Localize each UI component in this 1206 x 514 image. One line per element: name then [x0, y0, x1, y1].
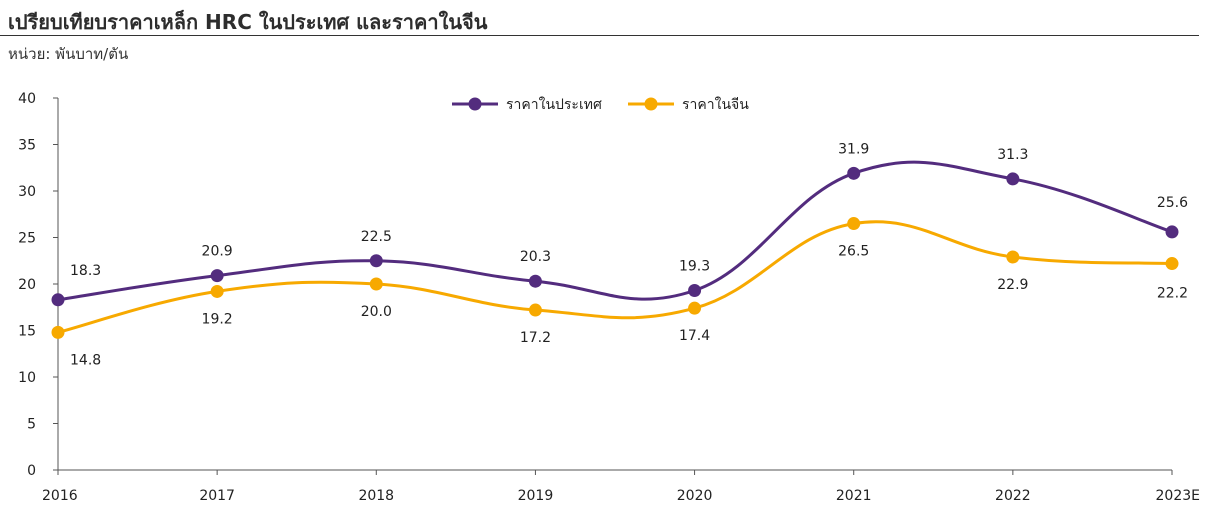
- y-tick-label: 0: [27, 463, 36, 479]
- point-domestic: [210, 269, 224, 283]
- series-line-china: [57, 220, 1173, 334]
- x-tick-label: 2019: [518, 488, 554, 504]
- y-tick-label: 20: [18, 277, 36, 293]
- unit-label: หน่วย: พันบาท/ตัน: [8, 45, 129, 63]
- legend-marker-china: [644, 97, 658, 111]
- point-domestic: [51, 293, 65, 307]
- series-points: [51, 166, 1179, 339]
- x-tick-label: 2016: [42, 488, 78, 504]
- data-label-china: 26.5: [838, 244, 869, 260]
- data-label-china: 22.9: [997, 277, 1028, 293]
- data-label-domestic: 22.5: [361, 229, 392, 245]
- legend-label-china: ราคาในจีน: [682, 96, 749, 113]
- point-china: [369, 277, 383, 291]
- point-china: [210, 284, 224, 298]
- data-label-domestic: 31.9: [838, 141, 869, 157]
- y-axis-ticks: 0 5 10 15 20 25 30 35 40: [18, 91, 58, 479]
- data-label-domestic: 20.3: [520, 249, 551, 265]
- data-label-china: 17.2: [520, 330, 551, 346]
- point-domestic: [528, 274, 542, 288]
- x-tick-label: 2023E: [1156, 488, 1200, 504]
- legend: ราคาในประเทศ ราคาในจีน: [452, 96, 749, 113]
- point-domestic: [847, 166, 861, 180]
- x-tick-label: 2018: [358, 488, 394, 504]
- y-tick-label: 35: [18, 138, 36, 154]
- data-labels: 18.3 20.9 22.5 20.3 19.3 31.9 31.3 25.6 14.8 19.2…: [70, 141, 1188, 368]
- legend-marker-domestic: [468, 97, 482, 111]
- point-domestic: [1006, 172, 1020, 186]
- x-tick-label: 2017: [199, 488, 235, 504]
- x-tick-label: 2020: [677, 488, 713, 504]
- point-domestic: [369, 254, 383, 268]
- x-tick-label: 2022: [995, 488, 1031, 504]
- y-tick-label: 40: [18, 91, 36, 107]
- x-tick-label: 2021: [836, 488, 872, 504]
- title-divider: [0, 35, 1199, 36]
- y-tick-label: 15: [18, 324, 36, 340]
- data-label-domestic: 20.9: [202, 244, 233, 260]
- x-axis-ticks: 2016 2017 2018 2019 2020 2021 2022 2023E: [42, 470, 1200, 504]
- data-label-china: 22.2: [1157, 286, 1188, 302]
- data-label-domestic: 25.6: [1157, 195, 1188, 211]
- chart-title: เปรียบเทียบราคาเหล็ก HRC ในประเทศ และราค…: [8, 10, 488, 34]
- y-tick-label: 10: [18, 370, 36, 386]
- legend-label-domestic: ราคาในประเทศ: [506, 96, 602, 113]
- data-label-china: 19.2: [202, 311, 233, 327]
- point-china: [51, 325, 65, 339]
- data-label-domestic: 31.3: [997, 147, 1028, 163]
- y-tick-label: 30: [18, 184, 36, 200]
- data-label-china: 17.4: [679, 328, 710, 344]
- data-label-china: 14.8: [70, 352, 101, 368]
- data-label-domestic: 19.3: [679, 259, 710, 275]
- y-tick-label: 5: [27, 417, 36, 433]
- point-china: [528, 303, 542, 317]
- y-tick-label: 25: [18, 231, 36, 247]
- series-lines: [57, 160, 1173, 334]
- point-china: [1006, 250, 1020, 264]
- point-domestic: [688, 284, 702, 298]
- point-domestic: [1165, 225, 1179, 239]
- point-china: [1165, 257, 1179, 271]
- series-line-domestic: [57, 160, 1173, 302]
- point-china: [688, 301, 702, 315]
- data-label-china: 20.0: [361, 304, 392, 320]
- data-label-domestic: 18.3: [70, 263, 101, 279]
- point-china: [847, 217, 861, 231]
